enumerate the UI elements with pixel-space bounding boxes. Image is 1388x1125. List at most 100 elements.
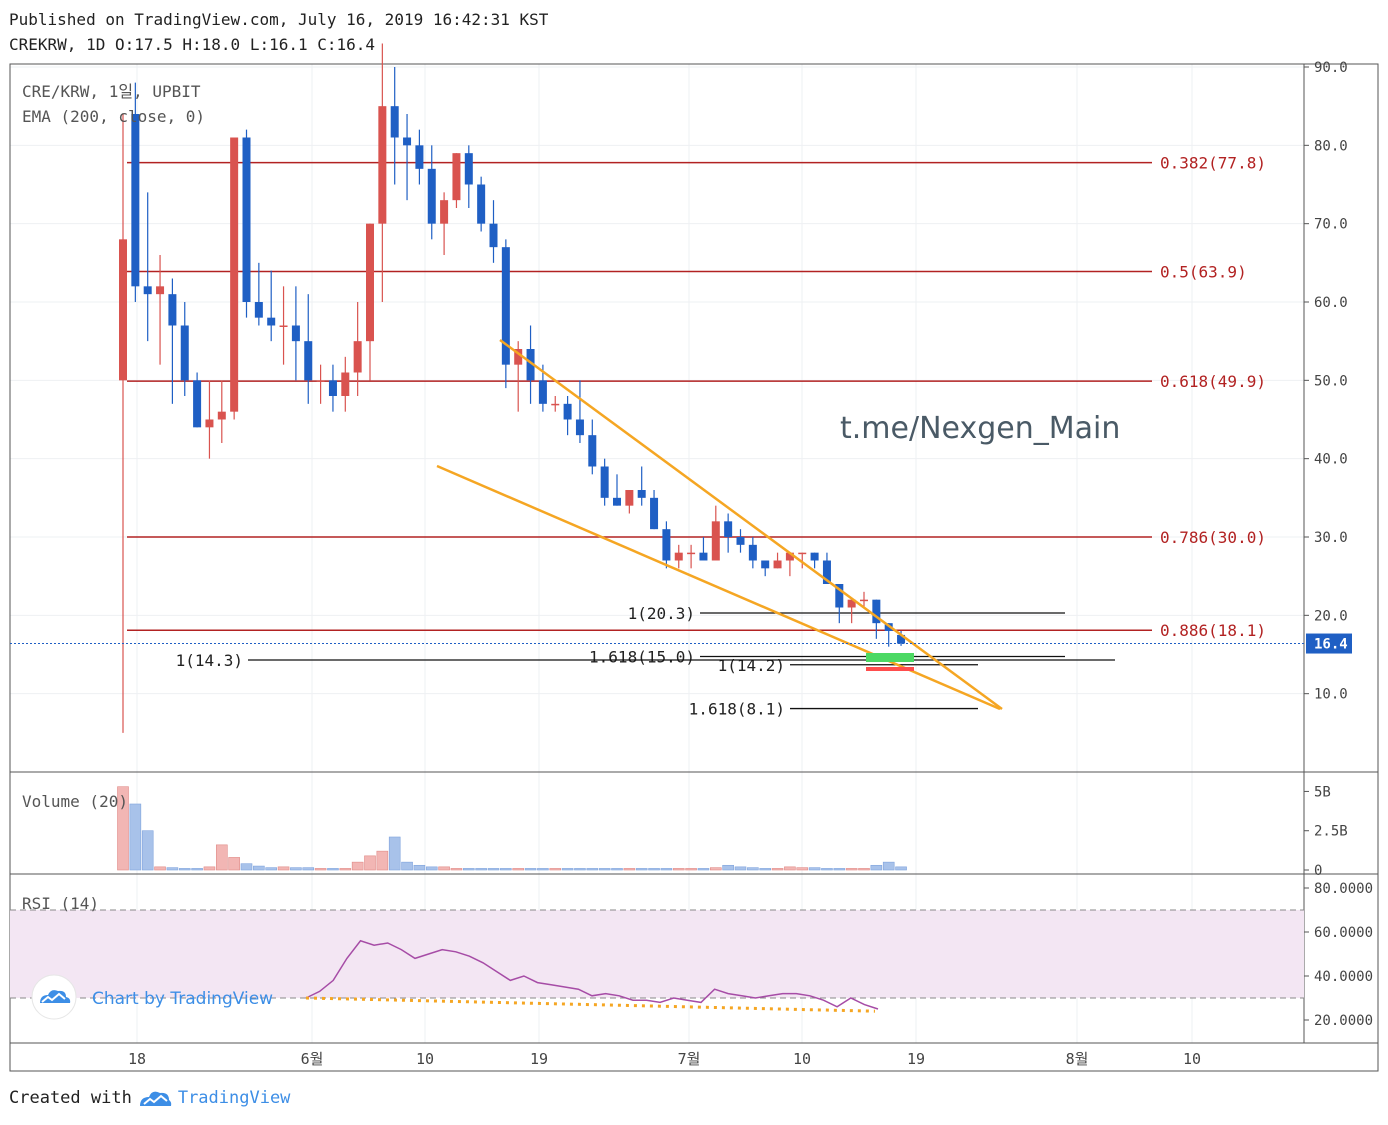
chart-by-badge[interactable]: Chart by TradingView bbox=[31, 974, 273, 1020]
candle bbox=[242, 129, 251, 318]
candle-body bbox=[440, 200, 449, 224]
candle bbox=[489, 200, 498, 263]
volume-tick-label: 0 bbox=[1314, 863, 1322, 879]
candle bbox=[563, 396, 572, 436]
volume-bar bbox=[821, 868, 833, 871]
target-boxes bbox=[866, 653, 914, 671]
price-tick-label: 30.0 bbox=[1314, 530, 1348, 546]
candle-body bbox=[477, 184, 486, 224]
candle-body bbox=[835, 584, 844, 608]
chart-by-text[interactable]: Chart by TradingView bbox=[92, 989, 273, 1009]
candle-body bbox=[847, 599, 856, 608]
candle-body bbox=[489, 223, 498, 248]
candle bbox=[773, 552, 782, 569]
x-tick-label: 18 bbox=[128, 1050, 146, 1068]
volume-bar bbox=[290, 867, 302, 871]
grid-lines bbox=[10, 64, 1304, 1043]
candle-body bbox=[822, 560, 831, 584]
candle-body bbox=[748, 544, 757, 561]
volume-bar bbox=[759, 868, 772, 871]
candle-body bbox=[168, 294, 177, 326]
candle-body bbox=[427, 168, 436, 224]
candle-body bbox=[872, 599, 881, 624]
candle-body bbox=[156, 286, 165, 295]
x-tick-label: 6월 bbox=[301, 1050, 324, 1068]
candle-body bbox=[514, 349, 523, 365]
candle-body bbox=[341, 372, 350, 396]
time-axis: 18 6월 10 19 7월 10 19 8월 10 bbox=[128, 1050, 1201, 1068]
price-tick-label: 20.0 bbox=[1314, 608, 1348, 624]
volume-bar bbox=[648, 868, 660, 871]
fib-label: 0.382(77.8) bbox=[1160, 154, 1266, 173]
candle bbox=[650, 490, 659, 530]
volume-bar bbox=[784, 866, 796, 871]
footer: Created with TradingView bbox=[9, 1088, 290, 1108]
candle bbox=[193, 372, 202, 428]
volume-bar bbox=[660, 868, 673, 871]
candle bbox=[427, 145, 436, 240]
candle-body bbox=[501, 247, 510, 365]
volume-bar bbox=[388, 836, 401, 871]
candle-body bbox=[217, 411, 226, 420]
projection-lines: 1(20.3) 1.618(15.0) 1(14.2) 1(14.3) 1.618(8.… bbox=[176, 604, 1115, 719]
candle bbox=[575, 380, 584, 443]
volume-bar bbox=[228, 857, 240, 871]
candle bbox=[662, 521, 671, 569]
candle-body bbox=[773, 560, 782, 569]
candle-body bbox=[810, 552, 819, 561]
fib-label: 0.5(63.9) bbox=[1160, 262, 1247, 281]
candle bbox=[785, 552, 794, 577]
fib-label: 0.618(49.9) bbox=[1160, 372, 1266, 391]
rsi-tick-label: 80.0000 bbox=[1314, 881, 1373, 897]
volume-bar bbox=[697, 868, 710, 871]
candle bbox=[254, 262, 263, 326]
fib-levels: 0.382(77.8) 0.5(63.9) 0.618(49.9) 0.786(30.… bbox=[127, 154, 1266, 640]
candle bbox=[477, 176, 486, 232]
volume-bar bbox=[154, 866, 166, 871]
candle-body bbox=[415, 145, 424, 169]
candle bbox=[217, 380, 226, 443]
candle bbox=[724, 513, 733, 553]
volume-bar bbox=[339, 868, 352, 871]
legend-ema: EMA (200, close, 0) bbox=[22, 107, 205, 126]
price-tick-label: 90.0 bbox=[1314, 60, 1348, 76]
volume-bar bbox=[685, 868, 697, 871]
volume-bar bbox=[438, 866, 450, 871]
candle-body bbox=[316, 380, 325, 382]
tradingview-logo-icon bbox=[139, 1091, 172, 1106]
volume-bar bbox=[376, 850, 389, 871]
candle bbox=[180, 302, 189, 396]
tradingview-logo-text[interactable]: TradingView bbox=[177, 1088, 291, 1108]
fib-label: 0.886(18.1) bbox=[1160, 621, 1266, 640]
candle-body bbox=[180, 325, 189, 381]
candle bbox=[501, 239, 510, 389]
volume-bar bbox=[672, 868, 685, 871]
volume-bar bbox=[845, 868, 858, 871]
candle bbox=[452, 153, 461, 208]
candle bbox=[143, 192, 152, 342]
volume-bar bbox=[117, 786, 129, 871]
x-tick-label: 10 bbox=[416, 1050, 434, 1068]
rsi-trendline bbox=[305, 996, 876, 1013]
volume-bar bbox=[253, 865, 265, 871]
price-tick-label: 10.0 bbox=[1314, 687, 1348, 703]
target-box-green bbox=[866, 653, 914, 662]
projection-label: 1(14.2) bbox=[718, 656, 785, 675]
volume-bar bbox=[512, 868, 525, 871]
candle-body bbox=[143, 286, 152, 295]
rsi-axis: 80.0000 60.0000 40.0000 20.0000 bbox=[1304, 881, 1373, 1029]
volume-bar bbox=[623, 868, 636, 871]
rsi-line bbox=[305, 939, 879, 1010]
volume-bar bbox=[895, 866, 907, 871]
volume-tick-label: 5B bbox=[1314, 784, 1331, 800]
candle bbox=[291, 286, 300, 381]
volume-bar bbox=[500, 868, 512, 871]
candle-body bbox=[242, 137, 251, 302]
candle bbox=[341, 356, 350, 412]
volume-bar bbox=[413, 864, 426, 871]
candle bbox=[736, 529, 745, 553]
last-price-label: 16.4 bbox=[1314, 637, 1348, 653]
price-tick-label: 50.0 bbox=[1314, 373, 1348, 389]
candle-body bbox=[785, 552, 794, 561]
